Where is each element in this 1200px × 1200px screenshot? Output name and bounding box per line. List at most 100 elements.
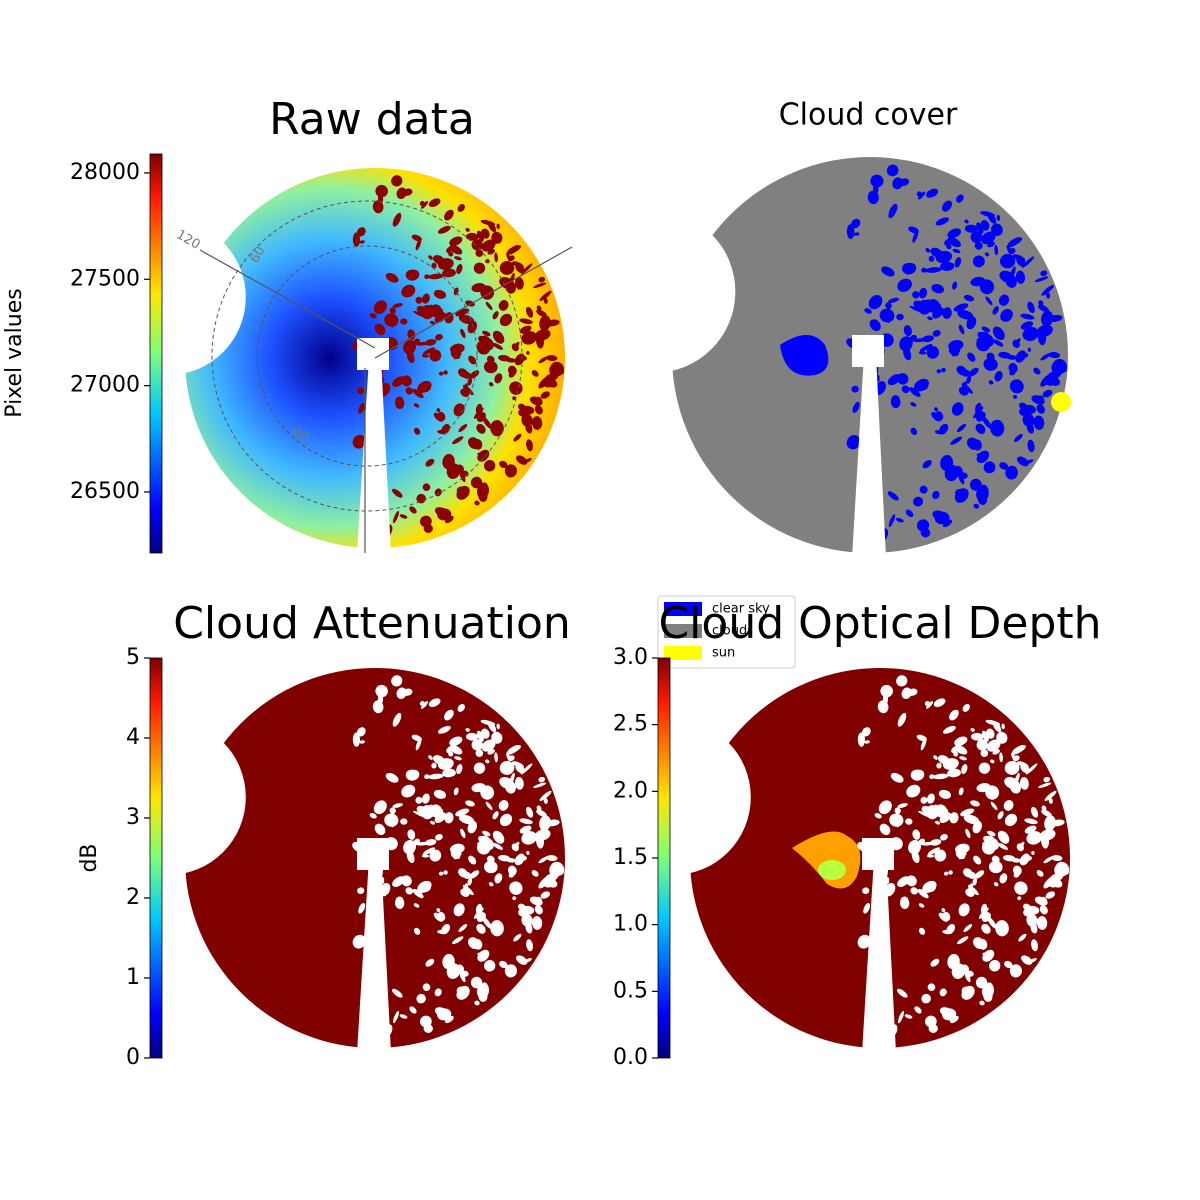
blob <box>482 830 491 837</box>
blob <box>405 844 415 856</box>
blob <box>512 396 517 401</box>
blob <box>423 523 433 533</box>
blob <box>525 806 534 818</box>
blob <box>455 808 470 817</box>
blob <box>400 318 408 325</box>
blob <box>888 203 898 219</box>
blob <box>485 801 493 811</box>
blob <box>900 896 909 905</box>
blob <box>533 282 547 289</box>
blob <box>413 903 420 908</box>
blob <box>891 395 900 404</box>
blob <box>482 335 490 342</box>
blob <box>452 936 464 945</box>
blob <box>908 226 919 234</box>
blob <box>928 255 935 262</box>
blob <box>954 744 968 755</box>
blob <box>1042 389 1053 398</box>
blob <box>369 813 377 819</box>
blob <box>872 377 880 383</box>
blob <box>437 725 451 734</box>
blob <box>931 284 945 294</box>
blob <box>458 814 475 825</box>
blob <box>449 744 463 755</box>
blob <box>888 297 900 303</box>
blob <box>1048 797 1053 804</box>
blob <box>924 700 930 706</box>
colorbar-tick-label: 1 <box>126 965 140 990</box>
blob <box>929 774 935 779</box>
blob <box>358 402 366 414</box>
blob <box>862 491 874 499</box>
blob <box>988 380 994 385</box>
blob <box>468 355 477 365</box>
legend-label: sun <box>712 646 735 661</box>
blob <box>952 349 961 357</box>
blob <box>531 416 543 430</box>
blob <box>546 319 560 327</box>
blob <box>1015 350 1027 363</box>
blob <box>471 739 483 751</box>
blob <box>412 888 424 899</box>
blob <box>373 300 387 315</box>
blob <box>1040 353 1051 361</box>
blob <box>522 958 532 964</box>
blob <box>408 769 420 780</box>
blob <box>480 982 490 997</box>
blob <box>921 993 931 1004</box>
blob <box>996 214 1001 221</box>
blob <box>475 903 483 914</box>
blob <box>392 988 403 998</box>
depth-core <box>818 860 846 880</box>
blob <box>871 525 885 538</box>
blob <box>448 751 454 757</box>
legend-swatch <box>664 646 702 660</box>
blob <box>979 1000 985 1006</box>
blob <box>1016 256 1026 267</box>
blob <box>429 820 436 825</box>
blob <box>428 198 441 207</box>
colorbar-tick-label: 2.0 <box>613 778 648 803</box>
blob <box>378 866 383 881</box>
blob <box>930 958 940 967</box>
blob <box>976 453 987 460</box>
blob <box>942 1008 957 1021</box>
blob <box>514 777 524 790</box>
blob <box>895 517 904 523</box>
blob <box>352 434 366 449</box>
blob <box>422 847 436 856</box>
blob <box>484 960 496 972</box>
blob <box>392 488 403 498</box>
blob <box>492 311 499 320</box>
blob <box>970 231 983 244</box>
blob <box>918 927 926 935</box>
blob <box>358 902 366 914</box>
blob <box>463 871 471 879</box>
blob <box>973 503 980 509</box>
blob <box>940 454 954 472</box>
blob <box>550 861 565 877</box>
blob <box>540 391 551 399</box>
blob <box>412 388 424 399</box>
blob <box>994 370 1003 382</box>
blob <box>421 354 430 358</box>
blob <box>957 936 969 945</box>
blob <box>429 849 442 862</box>
blob <box>485 301 493 311</box>
blob <box>964 224 978 233</box>
blob <box>385 272 399 283</box>
blob <box>901 687 912 699</box>
blob <box>983 357 998 371</box>
blob <box>437 225 451 234</box>
blob <box>496 223 500 230</box>
blob <box>482 330 491 337</box>
blob <box>997 811 1004 820</box>
blob <box>963 294 975 302</box>
blob <box>984 252 990 257</box>
blob <box>506 858 516 863</box>
blob <box>972 877 978 886</box>
blob <box>477 452 488 458</box>
blob <box>457 703 465 712</box>
blob <box>540 891 551 899</box>
blob <box>952 248 961 254</box>
